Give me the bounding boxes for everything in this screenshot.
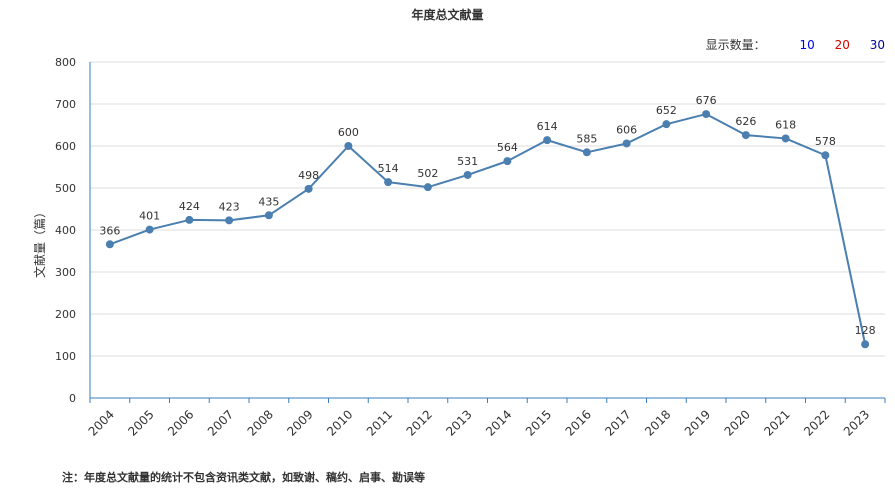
data-point-2009 bbox=[304, 184, 313, 193]
data-label-2009: 498 bbox=[298, 169, 319, 182]
data-point-2014 bbox=[503, 157, 512, 166]
data-label-2012: 502 bbox=[417, 167, 438, 180]
data-label-2004: 366 bbox=[99, 224, 120, 237]
x-tick-label-2021: 2021 bbox=[761, 407, 792, 438]
data-point-2007 bbox=[225, 216, 234, 225]
data-label-2011: 514 bbox=[378, 162, 399, 175]
x-tick-label-2019: 2019 bbox=[682, 407, 713, 438]
x-tick-label-2018: 2018 bbox=[642, 407, 673, 438]
data-point-2010 bbox=[344, 142, 353, 150]
x-tick-label-2020: 2020 bbox=[722, 407, 753, 438]
data-label-2020: 626 bbox=[735, 115, 756, 128]
chart-title: 年度总文献量 bbox=[411, 8, 484, 22]
display-count-label: 显示数量： bbox=[705, 38, 766, 52]
y-tick-label-800: 800 bbox=[55, 56, 76, 69]
data-label-2007: 423 bbox=[219, 200, 240, 213]
data-point-2016 bbox=[582, 148, 591, 157]
y-tick-label-400: 400 bbox=[55, 224, 76, 237]
x-tick-label-2015: 2015 bbox=[523, 407, 554, 438]
y-tick-label-100: 100 bbox=[55, 350, 76, 363]
data-label-2013: 531 bbox=[457, 155, 478, 168]
series-line bbox=[109, 113, 867, 345]
display-count-selector: 显示数量： 10 20 30 bbox=[706, 36, 885, 53]
x-tick-label-2023: 2023 bbox=[841, 407, 872, 438]
data-point-2020 bbox=[741, 131, 750, 140]
data-point-2011 bbox=[384, 178, 393, 187]
y-tick-label-0: 0 bbox=[69, 392, 76, 405]
data-label-2008: 435 bbox=[258, 195, 279, 208]
data-point-2008 bbox=[264, 211, 273, 220]
x-tick-label-2016: 2016 bbox=[563, 407, 594, 438]
x-tick-label-2014: 2014 bbox=[483, 407, 514, 438]
data-label-2016: 585 bbox=[576, 132, 597, 145]
x-tick-label-2009: 2009 bbox=[284, 407, 315, 438]
x-tick-label-2012: 2012 bbox=[404, 407, 435, 438]
y-tick-label-500: 500 bbox=[55, 182, 76, 195]
data-label-2019: 676 bbox=[696, 94, 717, 107]
y-tick-label-700: 700 bbox=[55, 98, 76, 111]
data-label-2021: 618 bbox=[775, 118, 796, 131]
y-axis-title: 文献量（篇） bbox=[32, 206, 47, 278]
y-tick-label-300: 300 bbox=[55, 266, 76, 279]
data-point-2021 bbox=[781, 134, 790, 143]
data-point-2005 bbox=[145, 225, 154, 234]
x-tick-label-2008: 2008 bbox=[245, 407, 276, 438]
data-label-2005: 401 bbox=[139, 210, 160, 223]
display-count-option-20[interactable]: 20 bbox=[834, 38, 850, 52]
x-tick-label-2011: 2011 bbox=[364, 407, 395, 438]
data-label-2018: 652 bbox=[656, 104, 677, 117]
display-count-option-10[interactable]: 10 bbox=[799, 38, 815, 52]
data-point-2006 bbox=[185, 215, 194, 224]
data-label-2015: 614 bbox=[537, 120, 558, 133]
data-label-2022: 578 bbox=[815, 135, 836, 148]
data-point-2012 bbox=[423, 183, 432, 192]
data-point-2019 bbox=[702, 110, 711, 119]
data-label-2006: 424 bbox=[179, 200, 200, 213]
x-tick-label-2010: 2010 bbox=[324, 407, 355, 438]
data-point-2015 bbox=[543, 136, 552, 145]
data-label-2010: 600 bbox=[338, 126, 359, 139]
x-tick-label-2005: 2005 bbox=[125, 407, 156, 438]
data-point-2013 bbox=[463, 170, 472, 179]
x-tick-label-2022: 2022 bbox=[801, 407, 832, 438]
data-label-2014: 564 bbox=[497, 141, 518, 154]
x-tick-label-2004: 2004 bbox=[86, 407, 117, 438]
data-point-2022 bbox=[821, 151, 830, 160]
data-point-2004 bbox=[105, 240, 114, 249]
data-label-2017: 606 bbox=[616, 123, 637, 136]
footnote: 注：年度总文献量的统计不包含资讯类文献，如致谢、稿约、启事、勘误等 bbox=[62, 471, 425, 484]
display-count-option-30[interactable]: 30 bbox=[869, 38, 885, 52]
y-tick-label-200: 200 bbox=[55, 308, 76, 321]
x-tick-label-2006: 2006 bbox=[165, 407, 196, 438]
y-tick-label-600: 600 bbox=[55, 140, 76, 153]
data-point-2018 bbox=[662, 120, 671, 129]
x-tick-label-2017: 2017 bbox=[602, 407, 633, 438]
data-point-2017 bbox=[622, 139, 631, 148]
x-tick-label-2007: 2007 bbox=[205, 407, 236, 438]
x-tick-label-2013: 2013 bbox=[443, 407, 474, 438]
data-point-2023 bbox=[861, 340, 870, 349]
data-label-2023: 128 bbox=[855, 324, 876, 337]
